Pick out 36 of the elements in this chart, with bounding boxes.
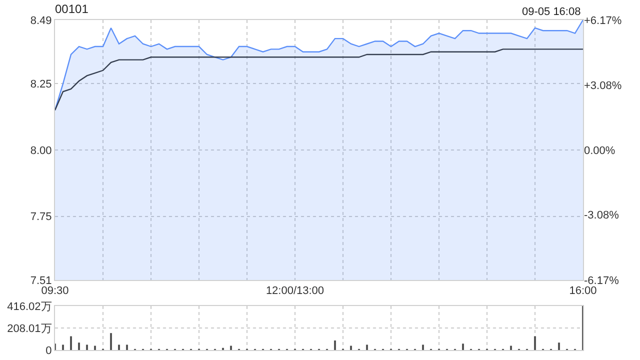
y2-tick-label: +3.08%	[584, 80, 622, 92]
bar	[126, 344, 128, 350]
x-tick-label: 12:00/13:00	[266, 285, 324, 298]
chart-title: 00101	[55, 2, 89, 16]
bar	[230, 346, 232, 350]
y-tick-label: 8.49	[30, 14, 52, 27]
bar	[334, 340, 336, 350]
y2-tick-label: -6.17%	[584, 274, 620, 287]
y-tick-label: 8.25	[30, 78, 52, 91]
y2-tick-label: -3.08%	[584, 210, 620, 222]
y-tick-label: 7.51	[30, 274, 52, 287]
bar	[94, 346, 96, 350]
bar	[70, 336, 72, 350]
bar	[110, 333, 112, 350]
y-tick-label: 208.01万	[7, 322, 52, 335]
bar	[118, 344, 120, 350]
bar	[558, 342, 560, 350]
bar	[350, 346, 352, 350]
bar	[86, 344, 88, 350]
bar	[422, 344, 424, 350]
bar	[366, 344, 368, 350]
y2-tick-label: 0.00%	[584, 144, 616, 157]
bar	[534, 336, 536, 350]
bar	[510, 346, 512, 350]
bar	[462, 344, 464, 350]
y-tick-label: 0	[46, 344, 52, 357]
x-tick-label: 16:00	[569, 285, 597, 298]
y-tick-label: 416.02万	[7, 300, 52, 313]
bar	[78, 342, 80, 350]
y-tick-label: 8.00	[30, 144, 52, 157]
line-series	[55, 48, 583, 111]
x-tick-label: 09:30	[41, 285, 69, 298]
bar	[62, 344, 64, 350]
y2-tick-label: +6.17%	[584, 14, 622, 27]
text: 09-05 16:08	[522, 6, 581, 18]
y-tick-label: 7.75	[30, 211, 52, 224]
